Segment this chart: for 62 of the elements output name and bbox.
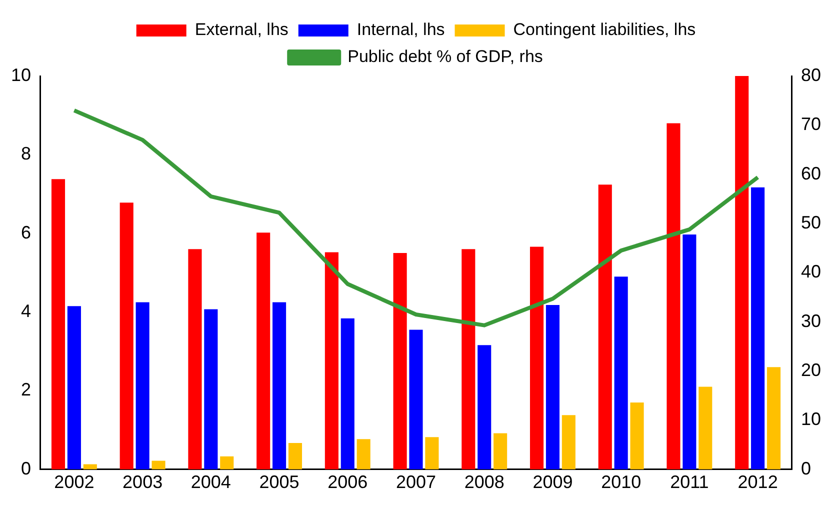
bar: [614, 276, 628, 470]
bar: [751, 187, 765, 470]
x-tick-label: 2009: [532, 472, 573, 492]
bar: [698, 386, 712, 470]
bar: [494, 433, 508, 470]
y-tick-label: 6: [21, 222, 32, 242]
bar: [425, 437, 439, 470]
bar: [682, 234, 696, 470]
bar: [272, 302, 286, 470]
x-tick-label: 2006: [328, 472, 368, 492]
bar: [188, 249, 202, 470]
bar: [67, 306, 81, 470]
y-tick-label: 4: [21, 301, 32, 322]
x-tick-label: 2008: [464, 472, 504, 492]
bar: [478, 345, 492, 470]
bar: [152, 460, 166, 470]
bar: [393, 253, 407, 470]
bar: [666, 123, 680, 470]
bar: [136, 302, 150, 470]
legend-label: External, lhs: [194, 20, 288, 40]
bar: [51, 179, 66, 470]
bar: [409, 330, 423, 470]
bar: [598, 184, 612, 470]
bar: [324, 252, 338, 470]
y-tick-label: 10: [10, 64, 32, 85]
x-tick-label: 2002: [54, 472, 94, 492]
legend-label: Public debt % of GDP, rhs: [348, 47, 543, 66]
y-tick-label: 2: [21, 380, 32, 400]
bar: [204, 309, 218, 470]
bar: [340, 318, 354, 470]
bar: [630, 402, 644, 470]
bar: [546, 304, 560, 470]
bar: [120, 202, 134, 470]
y2-tick-label: 20: [800, 360, 822, 380]
x-tick-label: 2012: [738, 472, 778, 492]
x-tick-label: 2005: [259, 472, 300, 492]
y2-tick-label: 10: [800, 409, 822, 430]
bar: [530, 246, 544, 470]
y2-tick-label: 60: [800, 163, 822, 184]
x-tick-label: 2004: [190, 472, 231, 492]
bar: [256, 232, 270, 470]
y2-tick-label: 30: [800, 310, 822, 331]
x-tick-label: 2011: [670, 472, 709, 492]
y-tick-label: 8: [21, 144, 32, 164]
bar: [288, 443, 302, 470]
y2-tick-label: 80: [800, 64, 822, 85]
y2-tick-label: 50: [800, 212, 822, 232]
x-tick-label: 2010: [601, 472, 642, 492]
legend-label: Internal, lhs: [356, 20, 445, 40]
y2-tick-label: 70: [800, 114, 822, 134]
bar: [356, 439, 370, 470]
bar: [562, 415, 576, 470]
x-tick-label: 2007: [396, 472, 436, 492]
y-tick-label: 0: [21, 458, 32, 478]
bar: [766, 367, 781, 470]
legend-label: Contingent liabilities, lhs: [513, 20, 696, 40]
y2-tick-label: 0: [800, 458, 811, 478]
bar: [735, 76, 749, 470]
bar: [462, 249, 476, 470]
x-tick-label: 2003: [122, 472, 163, 492]
bar: [220, 456, 234, 470]
y2-tick-label: 40: [800, 262, 822, 282]
